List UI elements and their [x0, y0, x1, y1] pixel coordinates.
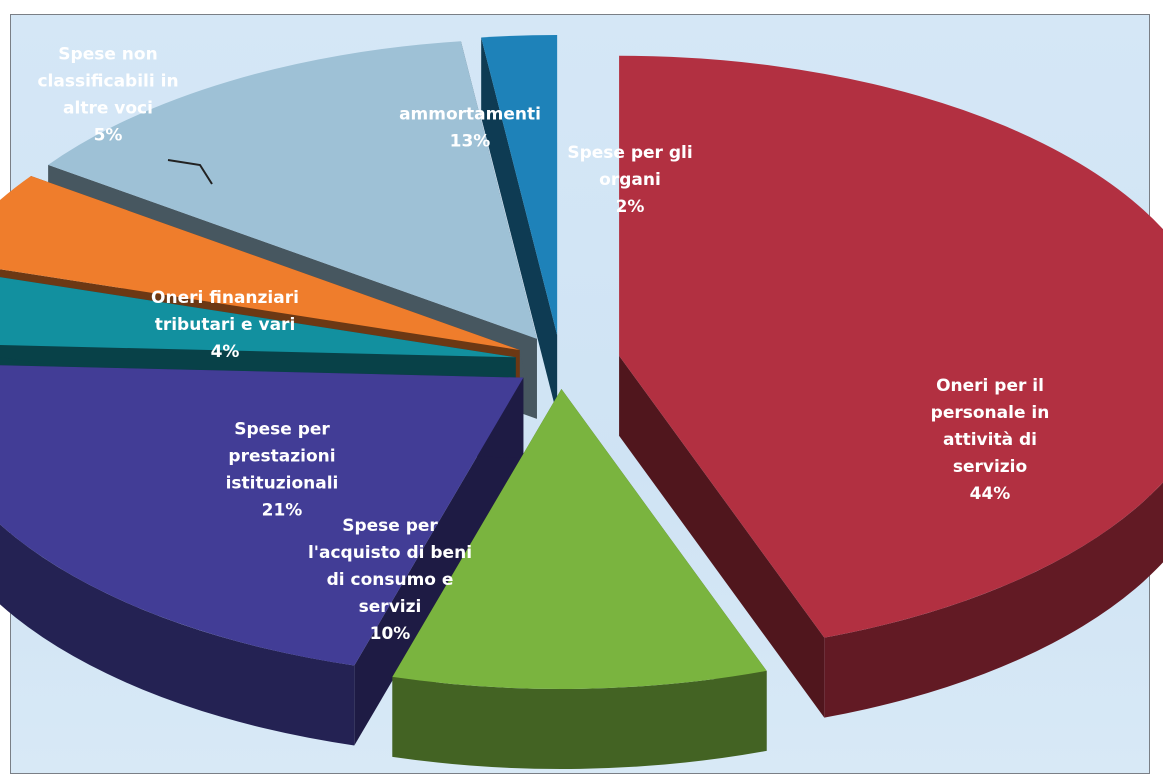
pie-slice-0 [619, 55, 1163, 718]
slice-label-line: di consumo e [327, 570, 454, 590]
pie-slice-2 [0, 365, 524, 746]
slice-top-6 [481, 35, 558, 336]
slice-label-line: servizio [953, 457, 1027, 477]
slice-label-line: 44% [970, 484, 1011, 504]
slice-side-wall-0-1 [619, 355, 825, 718]
slice-label-line: altre voci [63, 99, 153, 119]
slice-label-line: 21% [262, 501, 303, 521]
slices-layer [0, 35, 1163, 769]
slice-label-line: servizi [359, 597, 422, 617]
slice-label-line: 2% [616, 197, 645, 217]
slice-label-5: ammortamenti 13% [399, 105, 541, 152]
slice-label-line: tributari e vari [155, 315, 296, 335]
slice-rim-2 [0, 524, 355, 746]
slice-label-6: Spese per gli organi 2% [567, 143, 692, 217]
slice-label-line: Spese per [234, 420, 330, 440]
slice-label-line: prestazioni [228, 447, 335, 467]
slice-side-wall-2-0 [354, 377, 524, 746]
slice-label-line: Spese non [58, 45, 157, 65]
slice-label-line: Oneri finanziari [151, 288, 299, 308]
slice-top-0 [619, 55, 1163, 638]
slice-label-line: attività di [943, 430, 1037, 450]
slice-label-line: 5% [94, 126, 123, 146]
slice-label-4: Spese non classificabili in altre voci 5% [37, 45, 178, 146]
slice-label-1: Spese per l'acquisto di beni di consumo e s… [308, 516, 472, 644]
labels-layer: Oneri per il personale in attività di servi… [37, 45, 1049, 645]
slice-label-line: Spese per [342, 516, 438, 536]
slice-rim-1 [392, 670, 767, 769]
slice-label-line: l'acquisto di beni [308, 543, 472, 563]
slice-label-line: Oneri per il [936, 376, 1044, 396]
slice-side-wall-6-0 [481, 37, 558, 416]
slice-top-4 [0, 175, 520, 351]
slice-rim-0 [824, 482, 1163, 718]
slice-top-5 [48, 41, 537, 339]
slice-label-line: istituzionali [226, 474, 339, 494]
slice-label-line: personale in [931, 403, 1050, 423]
label-leader-line [167, 159, 213, 185]
slice-label-2: Spese per prestazioni istituzionali 21% [226, 420, 339, 521]
slice-label-line: Spese per gli [567, 143, 692, 163]
slice-label-3: Oneri finanziari tributari e vari 4% [151, 288, 299, 362]
pie-slice-6 [481, 35, 558, 416]
slice-label-line: ammortamenti [399, 105, 541, 125]
slice-label-line: 13% [450, 132, 491, 152]
slice-label-0: Oneri per il personale in attività di servi… [931, 376, 1050, 504]
slice-label-line: classificabili in [37, 72, 178, 92]
slice-label-line: organi [599, 170, 661, 190]
slice-top-3 [0, 277, 516, 358]
pie-slice-1 [392, 388, 767, 769]
slice-label-line: 10% [370, 624, 411, 644]
slice-top-1 [392, 388, 767, 689]
slice-top-2 [0, 365, 524, 666]
slice-label-line: 4% [211, 342, 240, 362]
